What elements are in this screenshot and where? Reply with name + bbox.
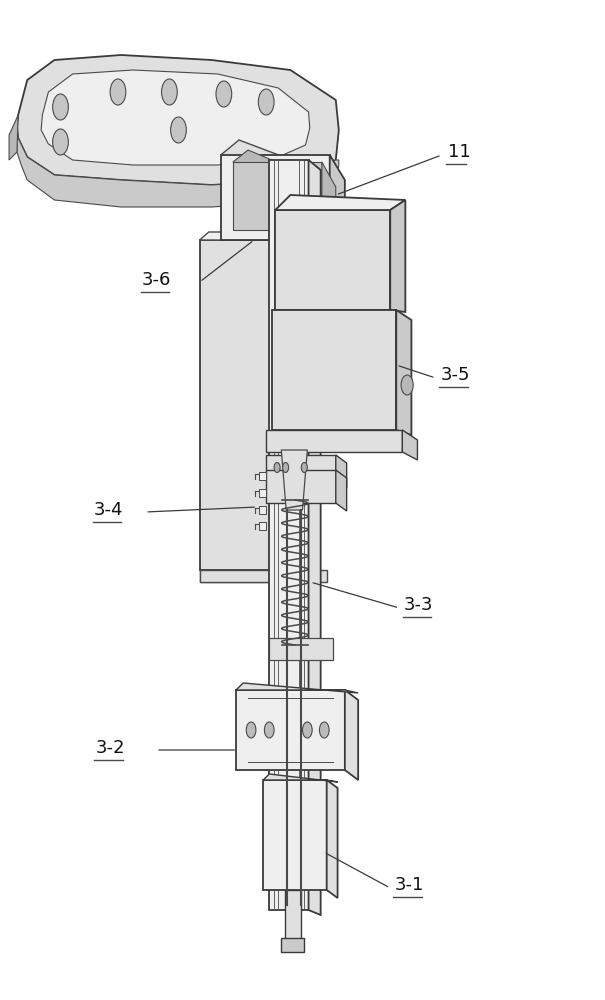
Circle shape <box>319 722 329 738</box>
Text: 3-5: 3-5 <box>440 366 470 384</box>
Polygon shape <box>200 570 327 582</box>
Text: 3-4: 3-4 <box>94 501 123 519</box>
Circle shape <box>110 79 126 105</box>
Text: 11: 11 <box>448 143 471 161</box>
Polygon shape <box>275 210 390 310</box>
Polygon shape <box>269 160 309 910</box>
Circle shape <box>264 722 274 738</box>
Polygon shape <box>336 470 347 511</box>
Polygon shape <box>236 683 358 693</box>
Circle shape <box>171 117 186 143</box>
Polygon shape <box>263 780 327 890</box>
Polygon shape <box>259 489 266 497</box>
Polygon shape <box>263 774 338 782</box>
Polygon shape <box>275 195 405 210</box>
Polygon shape <box>309 160 321 915</box>
Text: 3-2: 3-2 <box>96 739 125 757</box>
Circle shape <box>162 79 177 105</box>
Polygon shape <box>266 470 336 503</box>
Circle shape <box>401 375 413 395</box>
Polygon shape <box>281 450 307 510</box>
Polygon shape <box>17 55 339 185</box>
Polygon shape <box>221 140 345 195</box>
Polygon shape <box>285 890 301 945</box>
Polygon shape <box>221 155 330 240</box>
Polygon shape <box>233 150 336 200</box>
Polygon shape <box>200 240 287 570</box>
Text: 3-3: 3-3 <box>404 596 434 614</box>
Polygon shape <box>396 310 411 435</box>
Circle shape <box>53 129 68 155</box>
Circle shape <box>302 722 312 738</box>
Polygon shape <box>41 70 310 165</box>
Polygon shape <box>266 430 402 452</box>
Polygon shape <box>402 430 417 460</box>
Polygon shape <box>281 938 304 952</box>
Text: 3-6: 3-6 <box>142 271 172 289</box>
Polygon shape <box>259 472 266 480</box>
Polygon shape <box>266 455 336 480</box>
Polygon shape <box>233 162 322 230</box>
Polygon shape <box>236 690 345 770</box>
Text: 3-1: 3-1 <box>394 876 424 894</box>
Polygon shape <box>9 115 18 160</box>
Polygon shape <box>327 780 338 898</box>
Polygon shape <box>259 522 266 530</box>
Polygon shape <box>322 162 336 252</box>
Circle shape <box>283 462 289 473</box>
Polygon shape <box>269 638 333 660</box>
Polygon shape <box>336 455 347 488</box>
Polygon shape <box>345 690 358 780</box>
Polygon shape <box>390 200 405 312</box>
Circle shape <box>53 94 68 120</box>
Polygon shape <box>259 506 266 514</box>
Polygon shape <box>17 115 339 207</box>
Circle shape <box>246 722 256 738</box>
Circle shape <box>258 89 274 115</box>
Polygon shape <box>272 310 396 430</box>
Circle shape <box>274 462 280 473</box>
Circle shape <box>301 462 307 473</box>
Polygon shape <box>330 155 345 260</box>
Polygon shape <box>200 570 287 582</box>
Circle shape <box>216 81 232 107</box>
Polygon shape <box>200 232 296 240</box>
